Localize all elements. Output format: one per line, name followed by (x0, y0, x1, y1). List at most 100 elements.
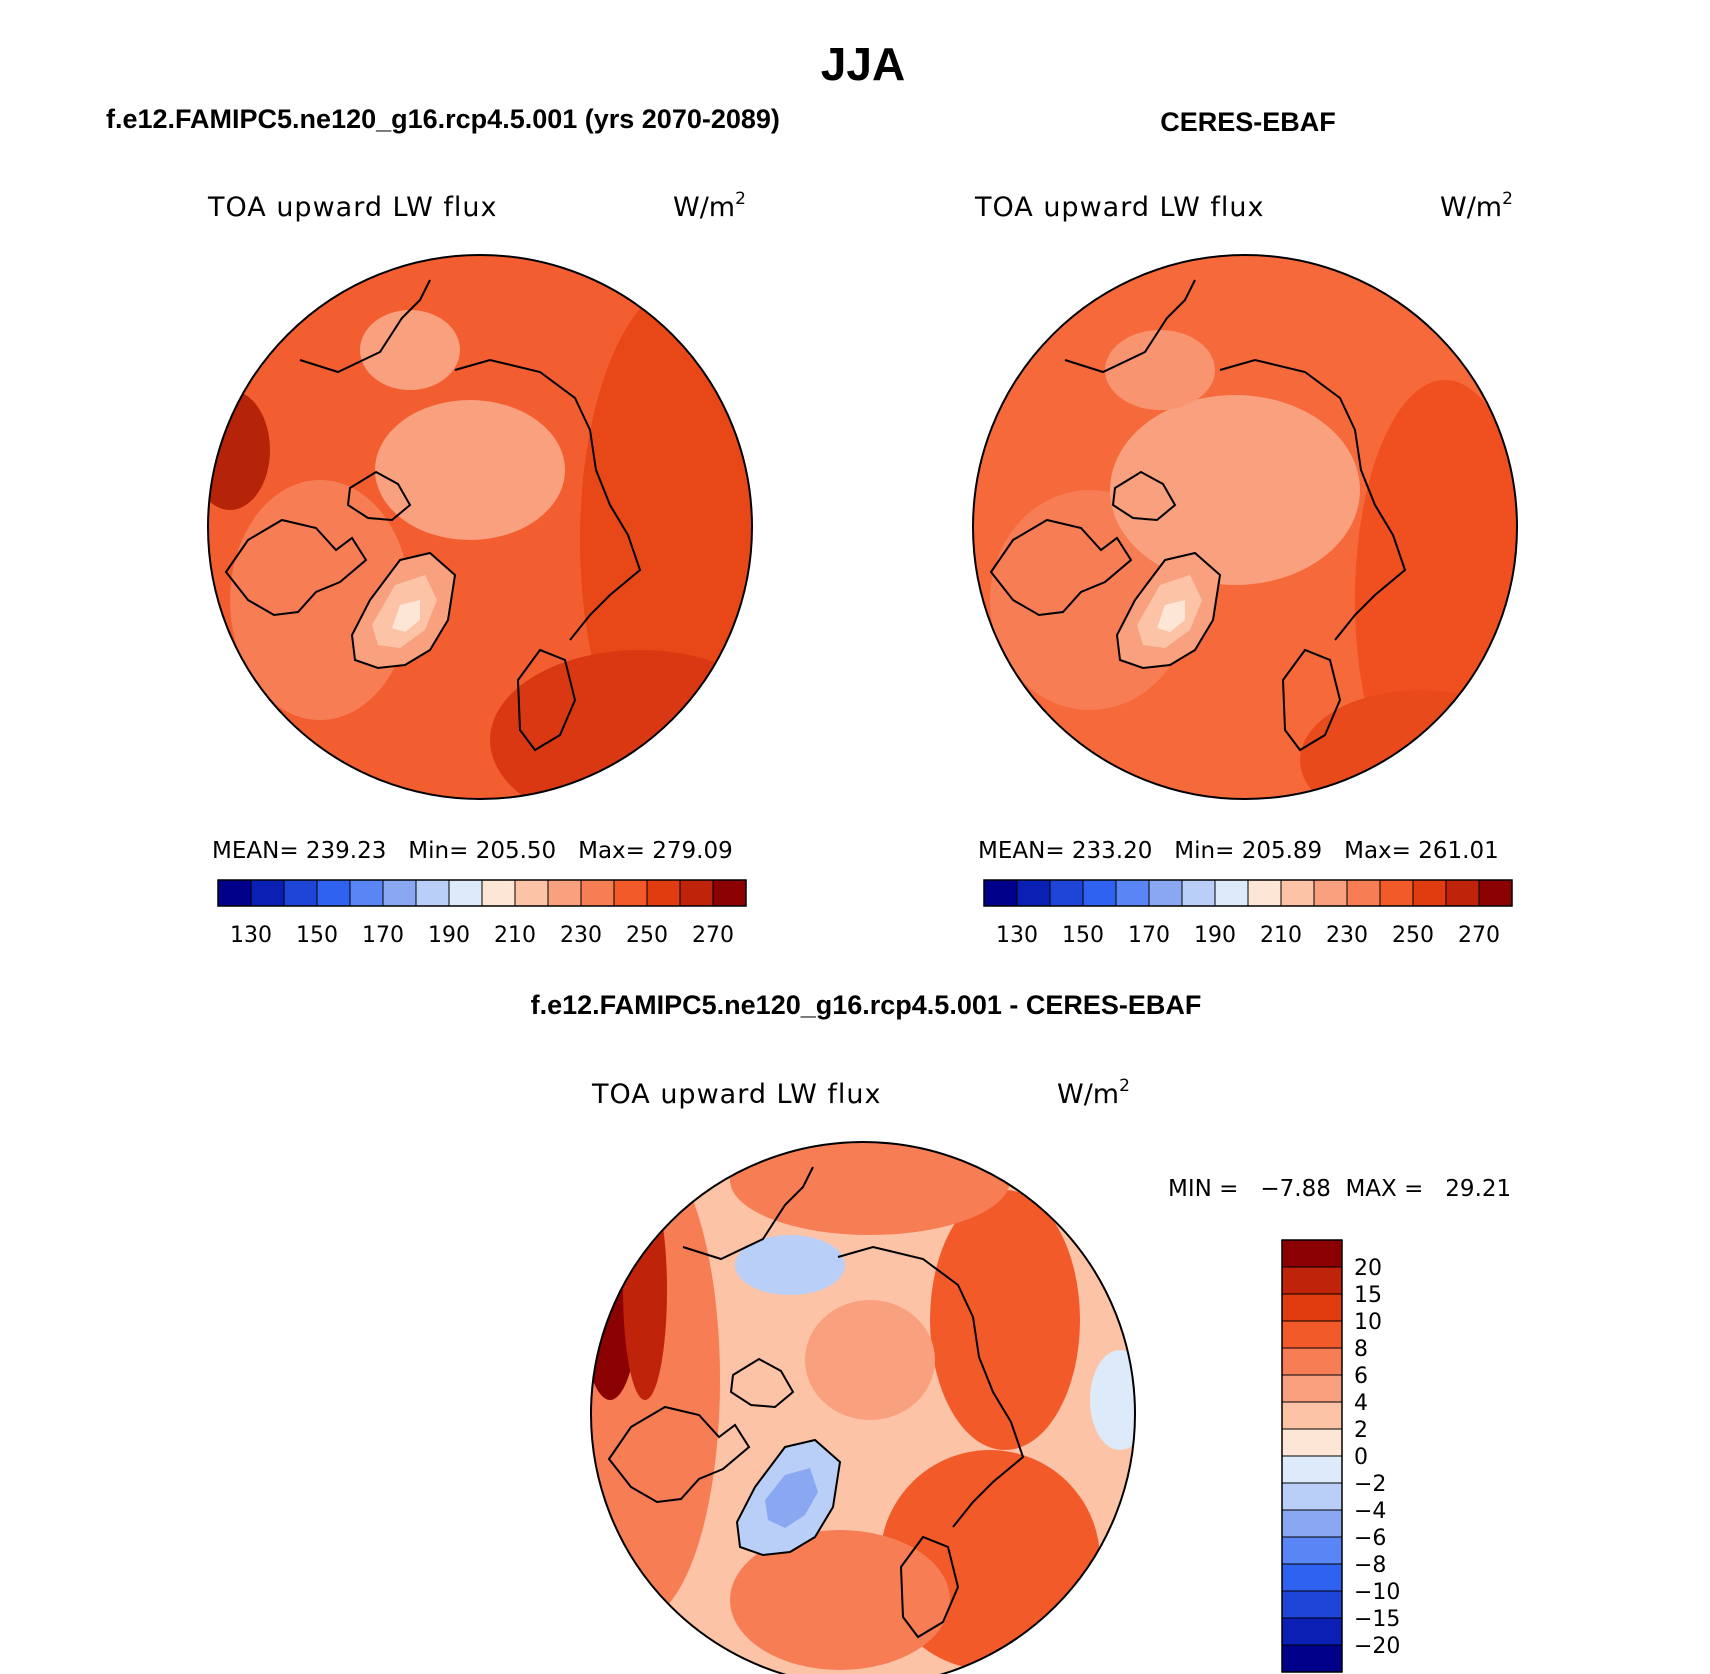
colorbar-diff-tick-label: −10 (1354, 1580, 1400, 1605)
panel-diff-units: W/m2 (1057, 1076, 1130, 1110)
colorbar-model-tick-label: 210 (494, 923, 536, 948)
panel-diff-units-base: W/m (1057, 1079, 1119, 1110)
map-model-region-southwest (208, 390, 270, 510)
map-obs-region-arctic (1110, 395, 1360, 585)
colorbar-obs-swatch (1445, 879, 1480, 907)
colorbar-obs-swatch (1049, 879, 1084, 907)
map-obs-alaska-coast (1064, 279, 1196, 374)
colorbar-diff-tick-label: 6 (1354, 1364, 1368, 1389)
map-obs-scandinavia (1281, 648, 1342, 752)
panel-diff-variable: TOA upward LW flux (591, 1079, 882, 1110)
colorbar-diff-tick-label: −8 (1354, 1553, 1386, 1578)
map-model-region-bering (360, 310, 460, 390)
map-diff-border (590, 1141, 1136, 1674)
colorbar-diff-swatch (1281, 1617, 1343, 1646)
map-diff-region-central (805, 1300, 935, 1420)
colorbar-diff-swatch (1281, 1401, 1343, 1430)
colorbar-obs-swatch (1247, 879, 1282, 907)
colorbar-model-tick-label: 130 (230, 923, 272, 948)
colorbar-model-frame (217, 879, 747, 907)
colorbar-obs: 130 150 170 190 210 230 250 270 (983, 879, 1513, 948)
colorbar-model: 130 150 170 190 210 230 250 270 (217, 879, 747, 948)
panel-diff-units-exp: 2 (1119, 1076, 1130, 1096)
map-model-greenland-core (392, 600, 420, 632)
colorbar-model-tick-label: 190 (428, 923, 470, 948)
colorbar-model-swatch (580, 879, 615, 907)
map-diff-region-east (930, 1190, 1080, 1450)
map-model-border (207, 254, 753, 800)
map-model-region-arctic (375, 400, 565, 540)
colorbar-diff-tick-label: −15 (1354, 1607, 1400, 1632)
colorbar-obs-tick-label: 150 (1062, 923, 1104, 948)
colorbar-model-swatch (547, 879, 582, 907)
colorbar-model-swatch (613, 879, 648, 907)
colorbar-obs-swatch (1115, 879, 1150, 907)
map-diff-alaska-coast (682, 1166, 814, 1261)
colorbar-model-tick-label: 250 (626, 923, 668, 948)
colorbar-obs-swatch (1280, 879, 1315, 907)
map-model-region-southeast (490, 650, 752, 799)
colorbar-diff-swatch (1281, 1536, 1343, 1565)
panel-obs-title: CERES-EBAF (1160, 107, 1336, 137)
colorbar-model-swatch (646, 879, 681, 907)
colorbar-diff-tick-label: −6 (1354, 1526, 1386, 1551)
colorbar-obs-swatch (1313, 879, 1348, 907)
colorbar-obs-swatch (1016, 879, 1051, 907)
colorbar-diff-swatch (1281, 1644, 1343, 1673)
colorbar-diff-swatch (1281, 1563, 1343, 1592)
panel-model-title: f.e12.FAMIPC5.ne120_g16.rcp4.5.001 (yrs … (106, 104, 780, 134)
map-model-archipelago (346, 470, 412, 522)
map-obs-north-america (989, 518, 1133, 617)
map-diff-siberia-coast (837, 1245, 1025, 1528)
panel-obs-units-exp: 2 (1502, 189, 1513, 209)
colorbar-model-swatch (712, 879, 747, 907)
map-model-siberia-coast (454, 358, 642, 641)
colorbar-obs-tick-label: 130 (996, 923, 1038, 948)
map-obs-region-bering (1105, 330, 1215, 410)
panel-diff-title: f.e12.FAMIPC5.ne120_g16.rcp4.5.001 - CER… (531, 990, 1202, 1020)
map-obs-border (972, 254, 1518, 800)
colorbar-obs-swatch (1082, 879, 1117, 907)
colorbar-diff-swatch (1281, 1239, 1343, 1268)
colorbar-obs-tick-label: 210 (1260, 923, 1302, 948)
panel-diff-stats: MIN = −7.88 MAX = 29.21 (1168, 1176, 1511, 1202)
colorbar-model-swatch (679, 879, 714, 907)
panel-diff: f.e12.FAMIPC5.ne120_g16.rcp4.5.001 - CER… (531, 990, 1511, 1674)
map-diff-region-negative-arctic (735, 1235, 845, 1295)
colorbar-diff-tick-label: 8 (1354, 1337, 1368, 1362)
figure-title: JJA (821, 38, 905, 90)
colorbar-diff-swatch (1281, 1293, 1343, 1322)
colorbar-obs-swatch (1214, 879, 1249, 907)
colorbar-obs-tick-label: 250 (1392, 923, 1434, 948)
colorbar-obs-tick-label: 170 (1128, 923, 1170, 948)
colorbar-diff-tick-label: 0 (1354, 1445, 1368, 1470)
colorbar-diff-tick-label: 2 (1354, 1418, 1368, 1443)
colorbar-model-swatch (415, 879, 450, 907)
colorbar-model-swatch (514, 879, 549, 907)
colorbar-model-swatch (349, 879, 384, 907)
map-diff-region-south (730, 1530, 950, 1670)
colorbar-obs-swatch (1478, 879, 1513, 907)
colorbar-diff-tick-label: 4 (1354, 1391, 1368, 1416)
colorbar-model-swatch (382, 879, 417, 907)
colorbar-obs-tick-label: 190 (1194, 923, 1236, 948)
colorbar-diff-swatch (1281, 1455, 1343, 1484)
panel-obs-units: W/m2 (1440, 189, 1513, 223)
colorbar-model-swatch (217, 879, 252, 907)
colorbar-obs-swatch (983, 879, 1018, 907)
panel-model-units: W/m2 (673, 189, 746, 223)
map-diff-region-far-west-edge (623, 1180, 667, 1400)
colorbar-model-tick-label: 270 (692, 923, 734, 948)
panel-model-stats: MEAN= 239.23 Min= 205.50 Max= 279.09 (212, 838, 733, 864)
map-obs-siberia-coast (1219, 358, 1407, 641)
map-model-north-america (224, 518, 368, 617)
colorbar-diff-swatch (1281, 1347, 1343, 1376)
panel-obs-units-base: W/m (1440, 192, 1502, 223)
colorbar-model-swatch (481, 879, 516, 907)
colorbar-diff-swatch (1281, 1320, 1343, 1349)
map-obs-archipelago (1111, 470, 1177, 522)
colorbar-obs-swatch (1412, 879, 1447, 907)
colorbar-model-tick-label: 230 (560, 923, 602, 948)
